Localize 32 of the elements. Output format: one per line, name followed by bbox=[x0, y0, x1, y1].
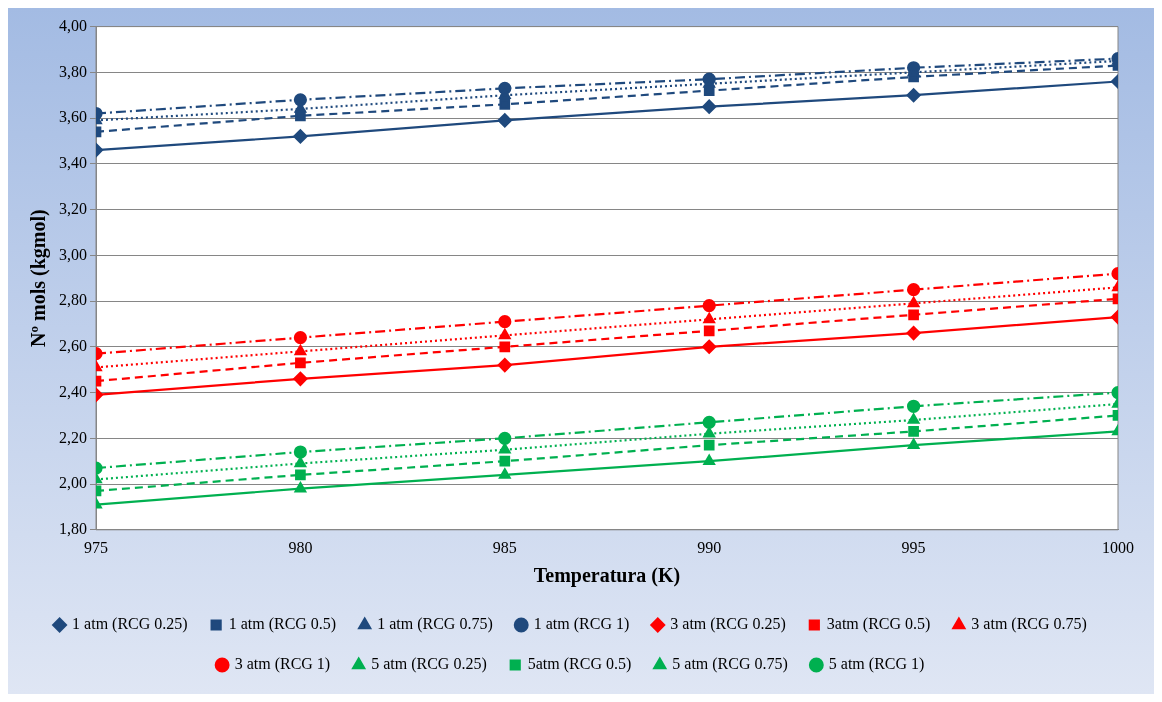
y-tick-label: 3,40 bbox=[59, 154, 87, 172]
y-tick-label: 2,80 bbox=[59, 291, 87, 309]
legend-label: 5 atm (RCG 0.75) bbox=[672, 655, 788, 674]
y-tick-label: 2,00 bbox=[59, 474, 87, 492]
y-tick-label: 2,20 bbox=[59, 428, 87, 446]
x-axis-title: Temperatura (K) bbox=[533, 564, 681, 588]
y-tick-label: 2,40 bbox=[59, 382, 87, 400]
y-tick-label: 3,60 bbox=[59, 108, 87, 126]
legend-label: 3 atm (RCG 0.75) bbox=[971, 615, 1087, 634]
y-tick-label: 4,00 bbox=[59, 16, 87, 34]
legend-label: 5 atm (RCG 1) bbox=[828, 655, 925, 674]
legend-label: 3atm (RCG 0.5) bbox=[826, 615, 931, 634]
legend-label: 1 atm (RCG 1) bbox=[533, 615, 630, 634]
y-tick-label: 2,60 bbox=[59, 337, 87, 355]
y-tick-label: 1,80 bbox=[59, 520, 87, 537]
y-tick-label: 3,00 bbox=[59, 245, 87, 263]
y-tick-label: 3,20 bbox=[59, 199, 87, 217]
legend-label: 1 atm (RCG 0.5) bbox=[228, 615, 337, 634]
legend-label: 5 atm (RCG 0.25) bbox=[371, 655, 487, 674]
x-tick-label: 985 bbox=[492, 538, 517, 556]
y-axis-title: Nº mols (kgmol) bbox=[27, 209, 51, 348]
x-tick-label: 1000 bbox=[1102, 538, 1134, 556]
legend-label: 3 atm (RCG 1) bbox=[234, 655, 331, 674]
y-tick-label: 3,80 bbox=[59, 62, 87, 80]
legend-label: 1 atm (RCG 0.75) bbox=[377, 615, 493, 634]
x-tick-label: 975 bbox=[84, 538, 108, 556]
legend-label: 3 atm (RCG 0.25) bbox=[670, 615, 786, 634]
legend-label: 1 atm (RCG 0.25) bbox=[72, 615, 188, 634]
x-tick-label: 995 bbox=[901, 538, 926, 556]
x-tick-label: 990 bbox=[697, 538, 722, 556]
x-tick-label: 980 bbox=[288, 538, 313, 556]
legend-label: 5atm (RCG 0.5) bbox=[527, 655, 632, 674]
